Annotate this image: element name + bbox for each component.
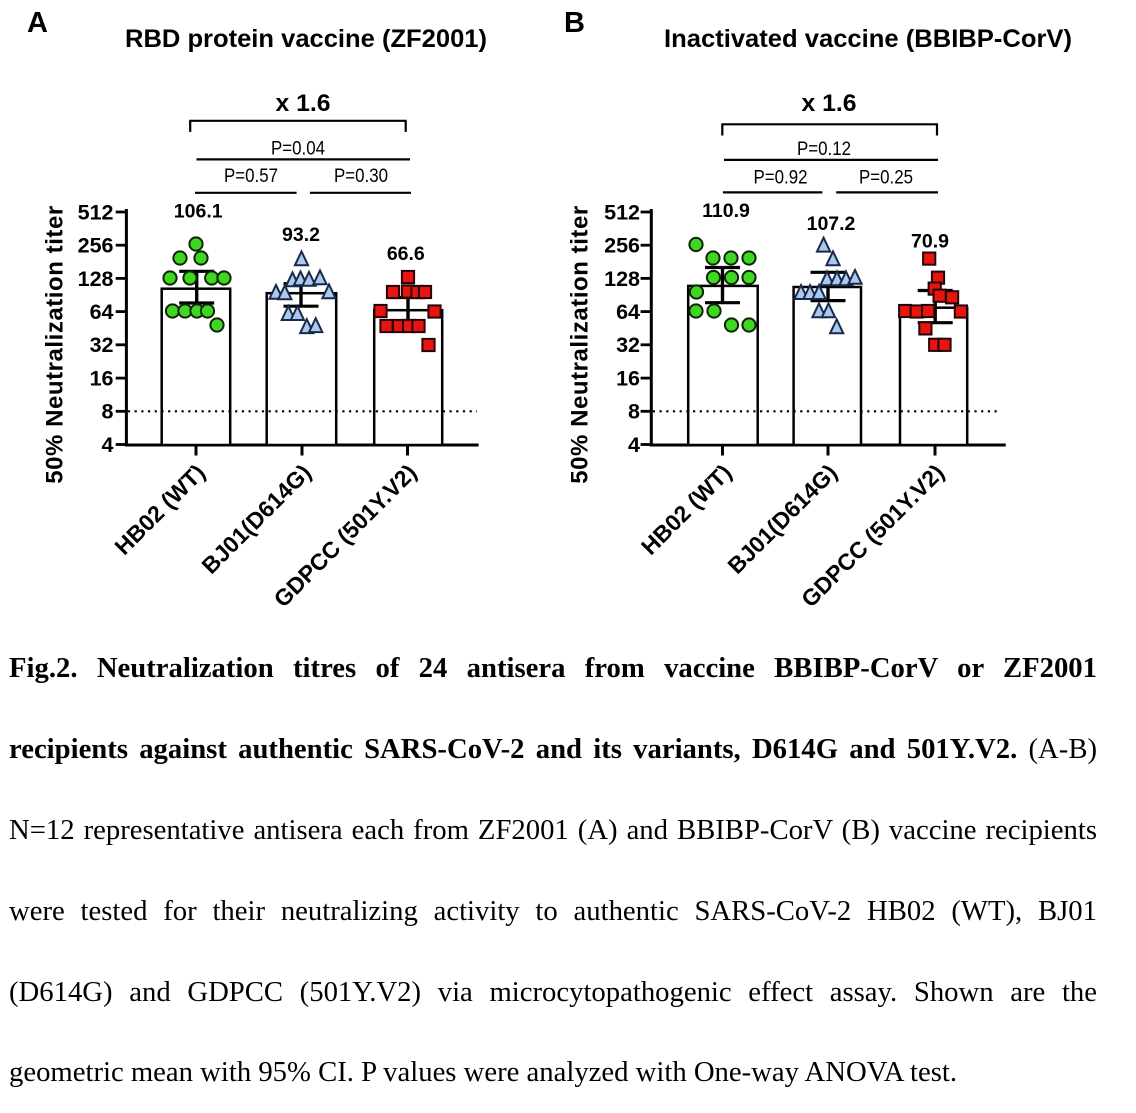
svg-text:P=0.57: P=0.57 xyxy=(224,166,278,187)
svg-text:4: 4 xyxy=(102,433,114,457)
svg-text:256: 256 xyxy=(604,234,640,258)
svg-text:16: 16 xyxy=(90,367,114,391)
svg-text:512: 512 xyxy=(604,200,640,224)
svg-text:107.2: 107.2 xyxy=(807,213,856,235)
svg-text:106.1: 106.1 xyxy=(174,201,223,223)
svg-text:RBD protein vaccine (ZF2001): RBD protein vaccine (ZF2001) xyxy=(125,25,487,53)
svg-text:BJ01(D614G): BJ01(D614G) xyxy=(722,459,842,579)
svg-text:B: B xyxy=(564,7,585,39)
svg-text:70.9: 70.9 xyxy=(911,231,949,253)
svg-text:66.6: 66.6 xyxy=(387,243,425,265)
svg-text:32: 32 xyxy=(616,333,640,357)
svg-text:93.2: 93.2 xyxy=(282,224,320,246)
svg-text:8: 8 xyxy=(102,400,114,424)
svg-text:16: 16 xyxy=(616,367,640,391)
svg-text:x 1.6: x 1.6 xyxy=(802,90,857,117)
svg-text:HB02 (WT): HB02 (WT) xyxy=(109,459,210,560)
svg-text:32: 32 xyxy=(90,333,114,357)
svg-text:HB02 (WT): HB02 (WT) xyxy=(636,459,737,560)
svg-text:128: 128 xyxy=(604,267,640,291)
svg-text:64: 64 xyxy=(90,300,114,324)
svg-text:BJ01(D614G): BJ01(D614G) xyxy=(196,459,316,579)
svg-text:A: A xyxy=(27,7,48,39)
svg-text:8: 8 xyxy=(628,400,640,424)
svg-text:Inactivated vaccine (BBIBP-Cor: Inactivated vaccine (BBIBP-CorV) xyxy=(664,25,1072,53)
svg-text:P=0.92: P=0.92 xyxy=(754,168,808,189)
svg-text:64: 64 xyxy=(616,300,640,324)
svg-text:256: 256 xyxy=(78,234,114,258)
svg-text:P=0.25: P=0.25 xyxy=(859,168,913,189)
svg-text:512: 512 xyxy=(78,200,114,224)
svg-text:128: 128 xyxy=(78,267,114,291)
svg-text:50% Neutralization titer: 50% Neutralization titer xyxy=(42,206,69,484)
svg-text:P=0.04: P=0.04 xyxy=(271,138,325,159)
svg-text:x 1.6: x 1.6 xyxy=(276,90,331,117)
svg-text:110.9: 110.9 xyxy=(702,200,750,222)
svg-text:50% Neutralization titer: 50% Neutralization titer xyxy=(566,206,593,484)
svg-text:P=0.12: P=0.12 xyxy=(797,139,851,160)
svg-text:P=0.30: P=0.30 xyxy=(334,166,388,187)
svg-text:4: 4 xyxy=(628,433,640,457)
